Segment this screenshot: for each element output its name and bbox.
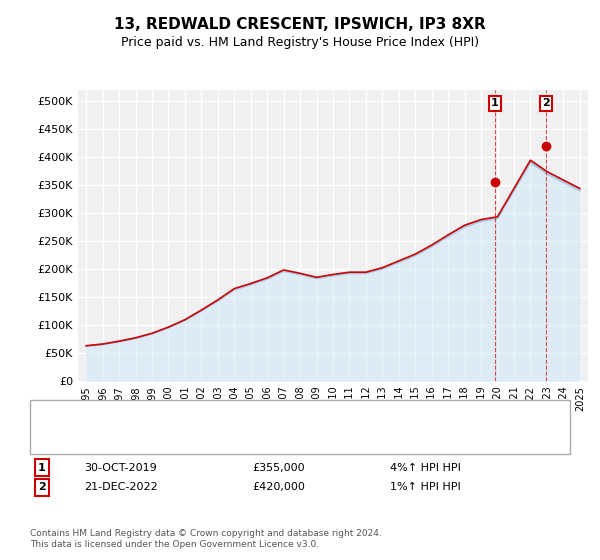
Text: 2: 2 [38,482,46,492]
Text: 13, REDWALD CRESCENT, IPSWICH, IP3 8XR: 13, REDWALD CRESCENT, IPSWICH, IP3 8XR [114,17,486,32]
Text: —: — [57,402,74,419]
Text: HPI: Average price, detached house, Ipswich: HPI: Average price, detached house, Ipsw… [81,422,329,432]
Text: Price paid vs. HM Land Registry's House Price Index (HPI): Price paid vs. HM Land Registry's House … [121,36,479,49]
Text: Contains HM Land Registry data © Crown copyright and database right 2024.
This d: Contains HM Land Registry data © Crown c… [30,529,382,549]
Text: 1: 1 [491,99,499,108]
Text: —: — [57,418,74,436]
Text: 13, REDWALD CRESCENT, IPSWICH, IP3 8XR (detached house): 13, REDWALD CRESCENT, IPSWICH, IP3 8XR (… [81,405,427,416]
Text: 1%↑ HPI HPI: 1%↑ HPI HPI [390,482,461,492]
Text: 4%↑ HPI HPI: 4%↑ HPI HPI [390,463,461,473]
Text: 1: 1 [38,463,46,473]
Text: 21-DEC-2022: 21-DEC-2022 [84,482,158,492]
Text: 2: 2 [542,99,550,108]
Text: £355,000: £355,000 [252,463,305,473]
Text: £420,000: £420,000 [252,482,305,492]
Text: 30-OCT-2019: 30-OCT-2019 [84,463,157,473]
